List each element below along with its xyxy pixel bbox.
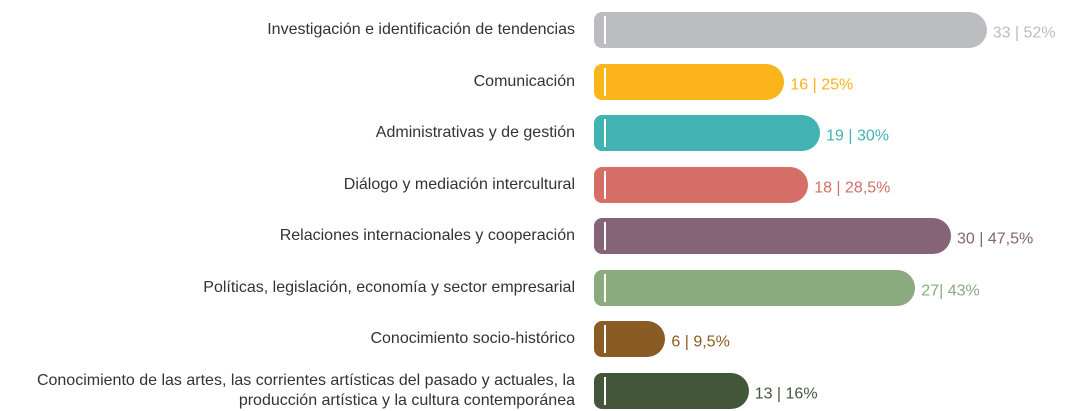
- value-label: 13 | 16%: [754, 385, 818, 403]
- value-label: 33 | 52%: [992, 24, 1056, 42]
- bar: [594, 372, 749, 409]
- value-label: 27| 43%: [921, 282, 980, 300]
- bar: [594, 166, 809, 203]
- category-label: Investigación e identificación de tenden…: [267, 21, 575, 38]
- bar-divider: [604, 222, 606, 250]
- bar: [594, 269, 916, 306]
- category-label: Comunicación: [473, 72, 575, 90]
- category-label: Políticas, legislación, economía y secto…: [203, 278, 575, 296]
- bar-divider: [604, 119, 606, 147]
- bar-divider: [604, 170, 606, 199]
- value-label: 6 | 9,5%: [671, 333, 730, 351]
- category-label: Administrativas y de gestión: [375, 124, 575, 141]
- value-label: 18 | 28,5%: [814, 179, 891, 197]
- value-label: 19 | 30%: [826, 127, 889, 145]
- bar: [594, 63, 785, 100]
- category-label: Conocimiento de las artes, las corriente…: [36, 371, 575, 409]
- bar-divider: [604, 376, 606, 405]
- value-label: 16 | 25%: [790, 76, 854, 94]
- category-label: Conocimiento socio-histórico: [370, 330, 575, 347]
- value-label: 30 | 47,5%: [957, 230, 1034, 248]
- bar-divider: [604, 16, 606, 44]
- bar: [594, 218, 951, 254]
- bar: [594, 115, 821, 151]
- category-label: Relaciones internacionales y cooperación: [279, 227, 575, 244]
- category-label: Diálogo y mediación intercultural: [343, 175, 575, 193]
- bar-divider: [604, 273, 606, 302]
- bar-divider: [604, 67, 606, 96]
- bar: [594, 12, 987, 48]
- bar: [594, 321, 666, 357]
- bar-divider: [604, 325, 606, 353]
